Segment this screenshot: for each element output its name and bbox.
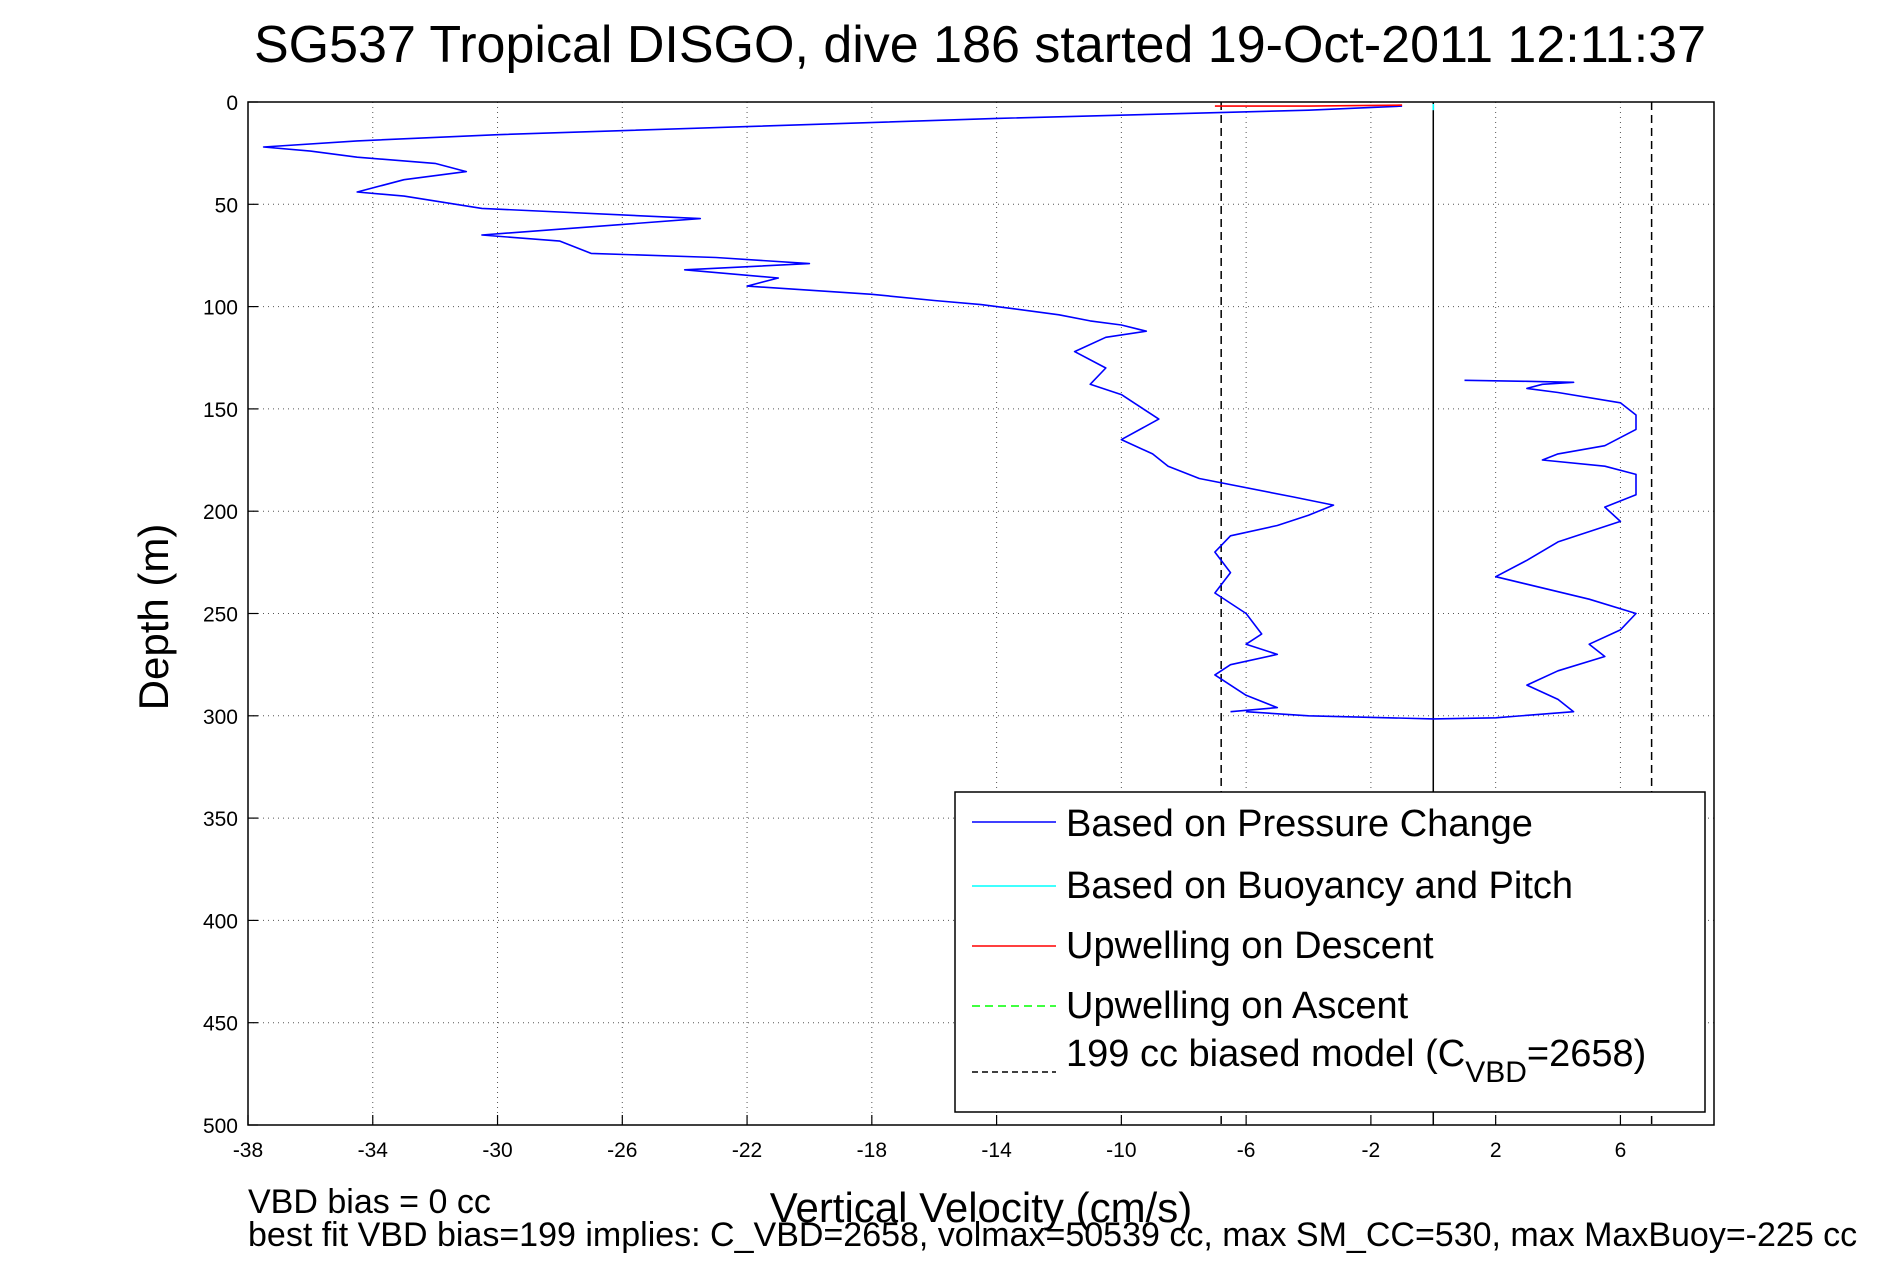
legend-label-model-suffix: =2658) bbox=[1527, 1033, 1646, 1075]
x-tick-label: -18 bbox=[857, 1139, 887, 1162]
x-tick-label: -10 bbox=[1106, 1139, 1136, 1162]
legend-box bbox=[954, 791, 1706, 1113]
plot-series bbox=[262, 104, 1637, 720]
y-tick-label: 150 bbox=[203, 399, 238, 422]
x-tick-label: 2 bbox=[1490, 1139, 1502, 1162]
x-tick-label: -38 bbox=[233, 1139, 263, 1162]
y-tick-label: 250 bbox=[203, 604, 238, 627]
y-tick-label: 200 bbox=[203, 501, 238, 524]
pressure-ascent-line bbox=[1246, 379, 1637, 720]
y-tick-label: 0 bbox=[226, 92, 238, 115]
legend-label-model-subscript: VBD bbox=[1465, 1056, 1527, 1089]
y-axis-label: Depth (m) bbox=[130, 524, 177, 711]
legend-label-model: 199 cc biased model (CVBD=2658) bbox=[1066, 1033, 1646, 1089]
legend-label-pressure: Based on Pressure Change bbox=[1066, 803, 1533, 845]
legend: Based on Pressure Change Based on Buoyan… bbox=[954, 791, 1706, 1113]
x-tick-label: -30 bbox=[482, 1139, 512, 1162]
upwelling-descent-line bbox=[1214, 104, 1403, 107]
footnote-vbd-bias: VBD bias = 0 cc bbox=[248, 1183, 491, 1221]
y-tick-label: 300 bbox=[203, 706, 238, 729]
legend-label-upwelling-ascent: Upwelling on Ascent bbox=[1066, 985, 1409, 1027]
x-tick-label: -14 bbox=[981, 1139, 1012, 1162]
y-tick-label: 100 bbox=[203, 297, 238, 320]
x-tick-label: -26 bbox=[607, 1139, 637, 1162]
x-axis-label: Vertical Velocity (cm/s) bbox=[770, 1184, 1192, 1231]
x-tick-label: -22 bbox=[732, 1139, 762, 1162]
chart-title: SG537 Tropical DISGO, dive 186 started 1… bbox=[254, 16, 1706, 74]
legend-label-upwelling-descent: Upwelling on Descent bbox=[1066, 925, 1434, 967]
footnote-best-fit: best fit VBD bias=199 implies: C_VBD=265… bbox=[248, 1216, 1857, 1254]
y-tick-label: 400 bbox=[203, 910, 238, 933]
y-tick-label: 50 bbox=[215, 194, 238, 217]
x-tick-label: -6 bbox=[1237, 1139, 1256, 1162]
x-tick-label: 6 bbox=[1615, 1139, 1627, 1162]
pressure-descent-line bbox=[262, 105, 1403, 713]
legend-label-model-main: 199 cc biased model (C bbox=[1066, 1033, 1465, 1075]
axis-ticks: -38 -34 -30 -26 -22 -18 -14 -10 -6 -2 2 60501001502… bbox=[203, 92, 1626, 1162]
y-tick-label: 500 bbox=[203, 1115, 238, 1138]
x-tick-label: -34 bbox=[358, 1139, 389, 1162]
x-tick-label: -2 bbox=[1362, 1139, 1381, 1162]
y-tick-label: 450 bbox=[203, 1013, 238, 1036]
legend-label-buoyancy: Based on Buoyancy and Pitch bbox=[1066, 865, 1573, 907]
y-tick-label: 350 bbox=[203, 808, 238, 831]
